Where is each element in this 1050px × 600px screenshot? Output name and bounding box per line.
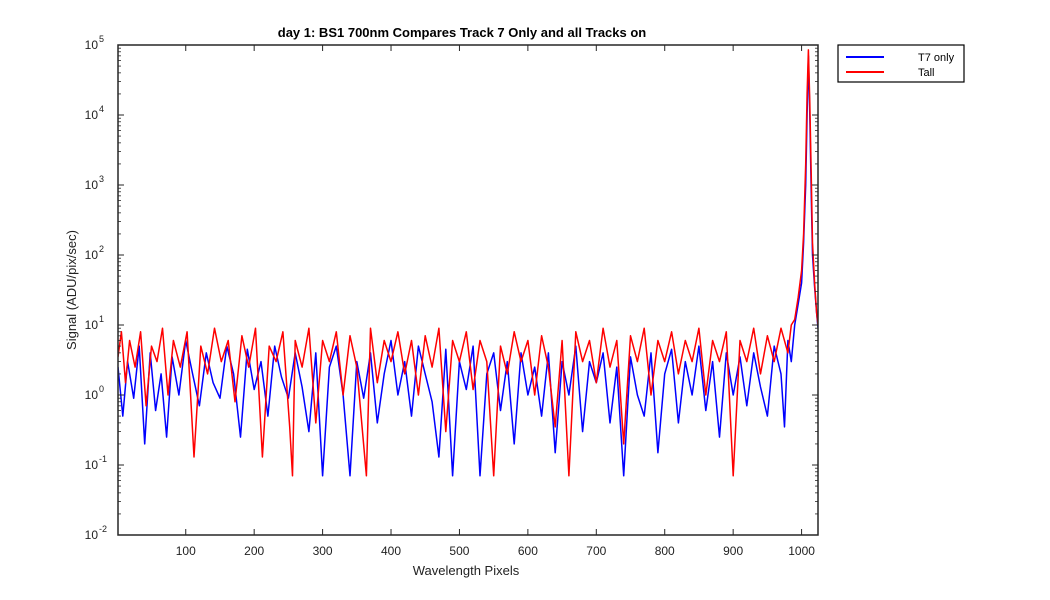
series-layer: [118, 49, 818, 477]
y-axis-label: Signal (ADU/pix/sec): [64, 230, 79, 350]
x-axis-label: Wavelength Pixels: [413, 563, 520, 578]
x-tick-label: 200: [244, 544, 264, 558]
y-tick-label: 10: [85, 38, 99, 52]
x-tick-label: 100: [176, 544, 196, 558]
legend: T7 only Tall: [837, 44, 965, 83]
series-line-tall: [118, 49, 818, 477]
x-tick-label: 800: [655, 544, 675, 558]
y-tick-label: 10: [85, 108, 99, 122]
legend-box: [837, 44, 965, 83]
y-tick-label: 10: [85, 318, 99, 332]
x-tick-label: 400: [381, 544, 401, 558]
x-tick-label: 700: [586, 544, 606, 558]
y-tick-exponent: 0: [99, 384, 104, 394]
series-line-t7-only: [118, 55, 818, 477]
x-tick-label: 1000: [788, 544, 815, 558]
y-tick-label: 10: [85, 388, 99, 402]
x-tick-label: 300: [313, 544, 333, 558]
legend-label-tall: Tall: [918, 67, 935, 79]
y-tick-exponent: -2: [99, 524, 107, 534]
y-tick-exponent: 4: [99, 104, 104, 114]
legend-label-t7: T7 only: [918, 52, 955, 64]
y-tick-label: 10: [85, 528, 99, 542]
x-tick-label: 600: [518, 544, 538, 558]
x-tick-label: 500: [449, 544, 469, 558]
y-tick-label: 10: [85, 458, 99, 472]
plot-frame: [117, 44, 819, 536]
y-tick-label: 10: [85, 248, 99, 262]
y-tick-exponent: 1: [99, 314, 104, 324]
y-tick-exponent: 5: [99, 34, 104, 44]
x-axis: 100 200 300 400 500 600 700 800 900 1000: [176, 45, 815, 558]
y-tick-exponent: 2: [99, 244, 104, 254]
y-tick-exponent: 3: [99, 174, 104, 184]
y-tick-label: 10: [85, 178, 99, 192]
chart-title: day 1: BS1 700nm Compares Track 7 Only a…: [278, 25, 647, 40]
x-tick-label: 900: [723, 544, 743, 558]
plot-area: [118, 45, 818, 535]
y-tick-exponent: -1: [99, 454, 107, 464]
